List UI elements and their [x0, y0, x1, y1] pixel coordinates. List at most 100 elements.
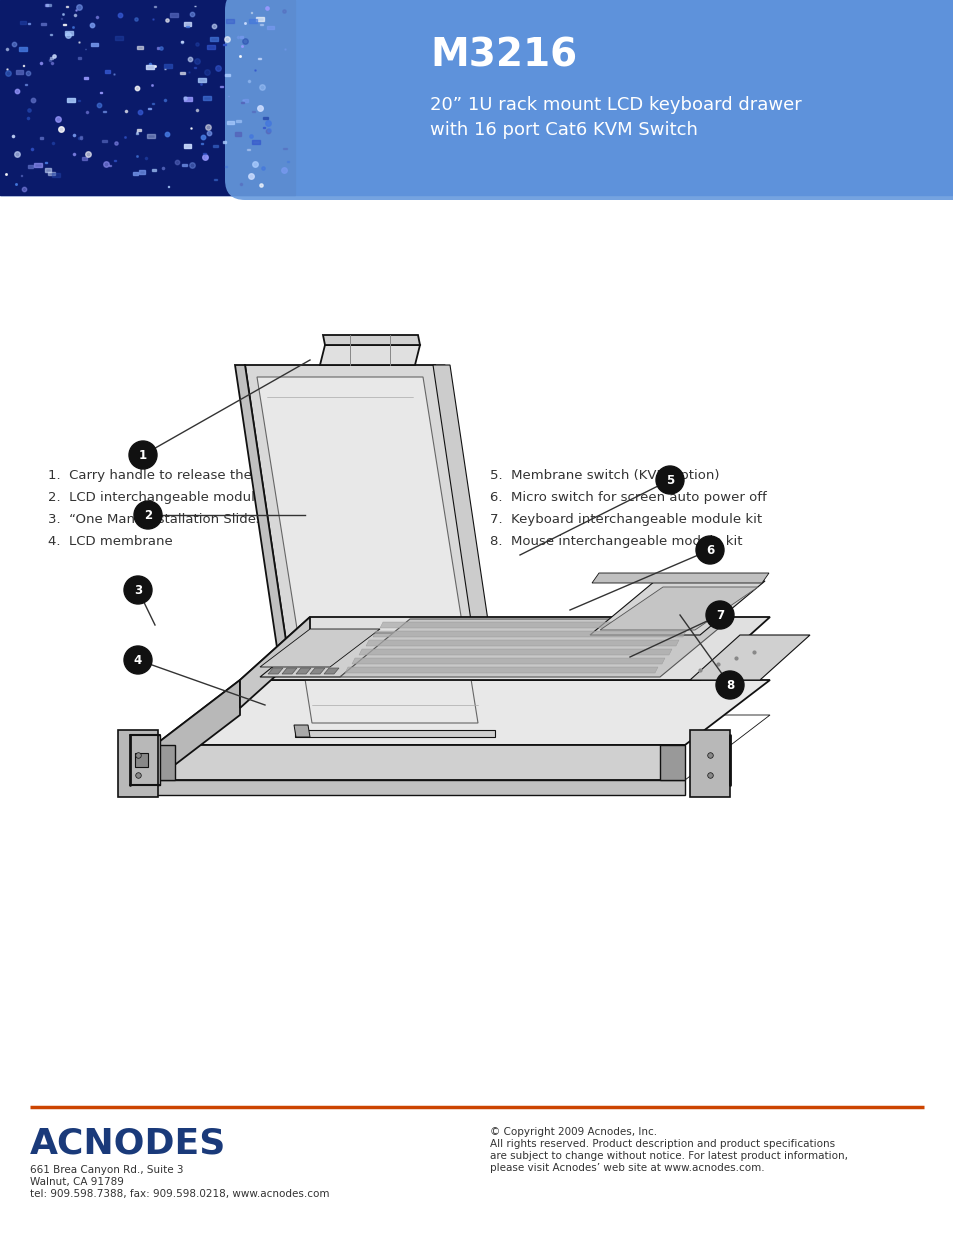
Polygon shape: [589, 580, 764, 635]
Bar: [41, 22, 46, 25]
Text: are subject to change without notice. For latest product information,: are subject to change without notice. Fo…: [490, 1151, 847, 1161]
Polygon shape: [245, 366, 490, 735]
Polygon shape: [130, 735, 160, 785]
Bar: [147, 133, 154, 138]
Text: tel: 909.598.7388, fax: 909.598.0218, www.acnodes.com: tel: 909.598.7388, fax: 909.598.0218, ww…: [30, 1189, 329, 1199]
Polygon shape: [352, 658, 664, 664]
Polygon shape: [154, 680, 769, 745]
Bar: [85, 77, 88, 79]
Bar: [103, 111, 107, 112]
Bar: [234, 132, 241, 136]
Text: 6: 6: [705, 543, 714, 557]
Polygon shape: [295, 668, 311, 674]
Bar: [184, 98, 193, 101]
Polygon shape: [294, 725, 310, 737]
Bar: [243, 99, 248, 101]
Text: 7.  Keyboard interchangeable module kit: 7. Keyboard interchangeable module kit: [490, 513, 761, 526]
Polygon shape: [154, 745, 174, 781]
Bar: [18, 47, 27, 51]
Bar: [148, 107, 151, 109]
Bar: [82, 158, 87, 159]
Bar: [102, 140, 107, 142]
Polygon shape: [256, 377, 477, 722]
Polygon shape: [358, 650, 671, 655]
Polygon shape: [154, 680, 240, 781]
Circle shape: [696, 536, 723, 564]
Polygon shape: [234, 366, 299, 735]
Bar: [146, 64, 153, 69]
Text: with 16 port Cat6 KVM Switch: with 16 port Cat6 KVM Switch: [430, 121, 698, 140]
Polygon shape: [599, 587, 758, 630]
Circle shape: [656, 466, 683, 494]
Polygon shape: [345, 667, 658, 673]
Polygon shape: [435, 366, 499, 735]
Bar: [263, 116, 268, 119]
Text: M3216: M3216: [430, 36, 577, 74]
Polygon shape: [240, 618, 769, 680]
Polygon shape: [319, 345, 419, 366]
Bar: [0, 0, 294, 195]
Bar: [0, 0, 953, 195]
Text: please visit Acnodes’ web site at www.acnodes.com.: please visit Acnodes’ web site at www.ac…: [490, 1163, 763, 1173]
Text: Walnut, CA 91789: Walnut, CA 91789: [30, 1177, 124, 1187]
Circle shape: [133, 501, 162, 529]
Bar: [227, 121, 233, 124]
Polygon shape: [373, 631, 685, 637]
Bar: [255, 17, 264, 21]
Polygon shape: [294, 730, 495, 737]
Text: © Copyright 2009 Acnodes, Inc.: © Copyright 2009 Acnodes, Inc.: [490, 1128, 657, 1137]
Bar: [184, 22, 191, 26]
Polygon shape: [433, 366, 504, 735]
Bar: [16, 70, 23, 74]
Polygon shape: [310, 668, 325, 674]
Polygon shape: [379, 622, 692, 629]
Circle shape: [124, 646, 152, 674]
Circle shape: [705, 601, 733, 629]
Bar: [203, 96, 211, 100]
Text: 661 Brea Canyon Rd., Suite 3: 661 Brea Canyon Rd., Suite 3: [30, 1165, 183, 1174]
Bar: [28, 165, 32, 168]
Bar: [136, 46, 143, 49]
Bar: [207, 44, 214, 48]
Bar: [152, 169, 156, 170]
Bar: [45, 168, 51, 172]
Bar: [222, 43, 226, 46]
Text: 2.  LCD interchangeable module kit: 2. LCD interchangeable module kit: [48, 490, 284, 504]
Text: 1: 1: [139, 448, 147, 462]
Text: 8: 8: [725, 678, 734, 692]
Bar: [240, 36, 243, 38]
Bar: [170, 12, 177, 17]
Bar: [34, 163, 42, 167]
Polygon shape: [154, 745, 684, 781]
Bar: [225, 74, 230, 75]
Bar: [252, 140, 259, 144]
Polygon shape: [135, 753, 148, 767]
Polygon shape: [323, 335, 419, 345]
Polygon shape: [324, 668, 338, 674]
Bar: [68, 99, 75, 103]
Text: All rights reserved. Product description and product specifications: All rights reserved. Product description…: [490, 1139, 834, 1149]
Bar: [105, 70, 110, 73]
Bar: [91, 43, 97, 46]
Polygon shape: [260, 634, 395, 677]
Bar: [223, 141, 226, 143]
Bar: [46, 4, 51, 6]
Bar: [258, 58, 261, 59]
Circle shape: [129, 441, 157, 469]
Circle shape: [716, 671, 743, 699]
Bar: [137, 130, 140, 131]
Text: 5: 5: [665, 473, 674, 487]
Text: 1.  Carry handle to release the 2-pt lock: 1. Carry handle to release the 2-pt lock: [48, 468, 314, 482]
Bar: [182, 164, 187, 167]
Polygon shape: [700, 735, 729, 785]
Text: 4.  LCD membrane: 4. LCD membrane: [48, 535, 172, 547]
Text: 6.  Micro switch for screen auto power off: 6. Micro switch for screen auto power of…: [490, 490, 766, 504]
Polygon shape: [659, 745, 684, 781]
Bar: [197, 78, 206, 82]
Bar: [211, 37, 218, 41]
Bar: [20, 21, 26, 25]
Text: 2: 2: [144, 509, 152, 521]
Circle shape: [124, 576, 152, 604]
Text: 3: 3: [133, 583, 142, 597]
Polygon shape: [260, 629, 379, 667]
